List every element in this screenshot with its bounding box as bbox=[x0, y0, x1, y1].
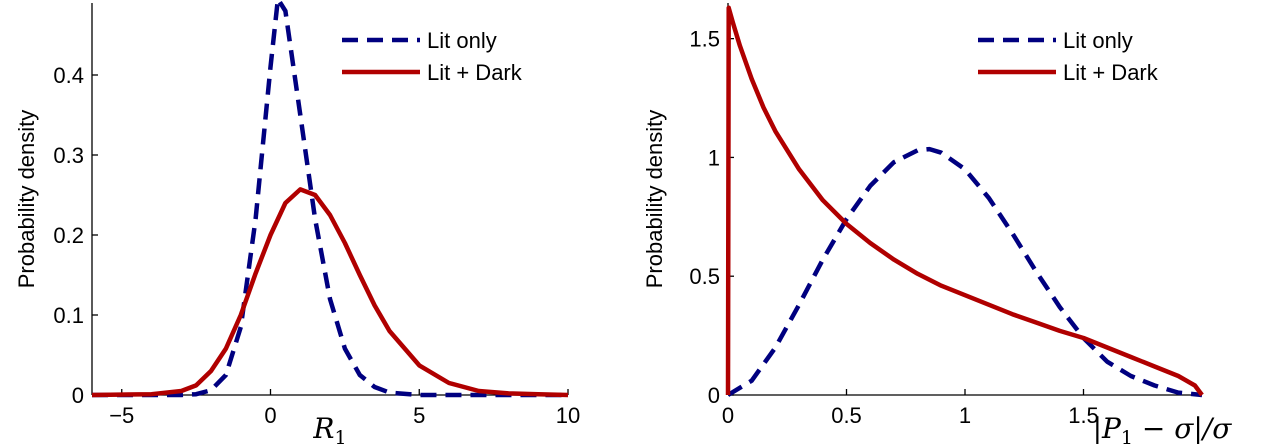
x-tick-label: 0 bbox=[722, 403, 734, 428]
y-tick-label: 0.4 bbox=[53, 63, 84, 88]
y-tick-label: 1 bbox=[708, 145, 720, 170]
legend-label: Lit + Dark bbox=[1063, 60, 1159, 85]
y-tick-label: 0.2 bbox=[53, 223, 84, 248]
x-axis-label: R1 bbox=[312, 412, 346, 444]
legend-label: Lit only bbox=[427, 28, 497, 53]
series-line-lit-only bbox=[92, 0, 568, 398]
x-tick-label: −5 bbox=[109, 403, 134, 428]
left-chart-panel: 0 0.1 0.2 0.3 0.4 −5 0 5 10 Probability density R1… bbox=[14, 0, 580, 444]
series-line-lit-plus-dark bbox=[91, 187, 569, 398]
right-chart-panel: 0 0.5 1 1.5 0 0.5 1 1.5 Probability density |P1 −… bbox=[642, 3, 1232, 444]
x-axis-label: |P1 − σ|/σ bbox=[1093, 412, 1233, 444]
legend-label: Lit + Dark bbox=[427, 60, 523, 85]
x-tick-label: 5 bbox=[413, 403, 425, 428]
x-tick-label: 1 bbox=[959, 403, 971, 428]
y-axis-label: Probability density bbox=[642, 110, 667, 289]
y-axis-label: Probability density bbox=[14, 110, 39, 289]
legend-label: Lit only bbox=[1063, 28, 1133, 53]
y-tick-label: 0 bbox=[708, 383, 720, 408]
y-tick-label: 0.1 bbox=[53, 303, 84, 328]
x-tick-label: 1.5 bbox=[1068, 403, 1099, 428]
series-line-lit-plus-dark bbox=[725, 5, 1204, 397]
y-tick-label: 0.5 bbox=[689, 264, 720, 289]
y-tick-label: 0 bbox=[72, 383, 84, 408]
series-line-lit-only bbox=[726, 146, 1203, 398]
x-tick-label: 10 bbox=[556, 403, 580, 428]
y-tick-label: 1.5 bbox=[689, 27, 720, 52]
y-tick-label: 0.3 bbox=[53, 143, 84, 168]
x-tick-label: 0 bbox=[264, 403, 276, 428]
x-tick-label: 0.5 bbox=[831, 403, 862, 428]
